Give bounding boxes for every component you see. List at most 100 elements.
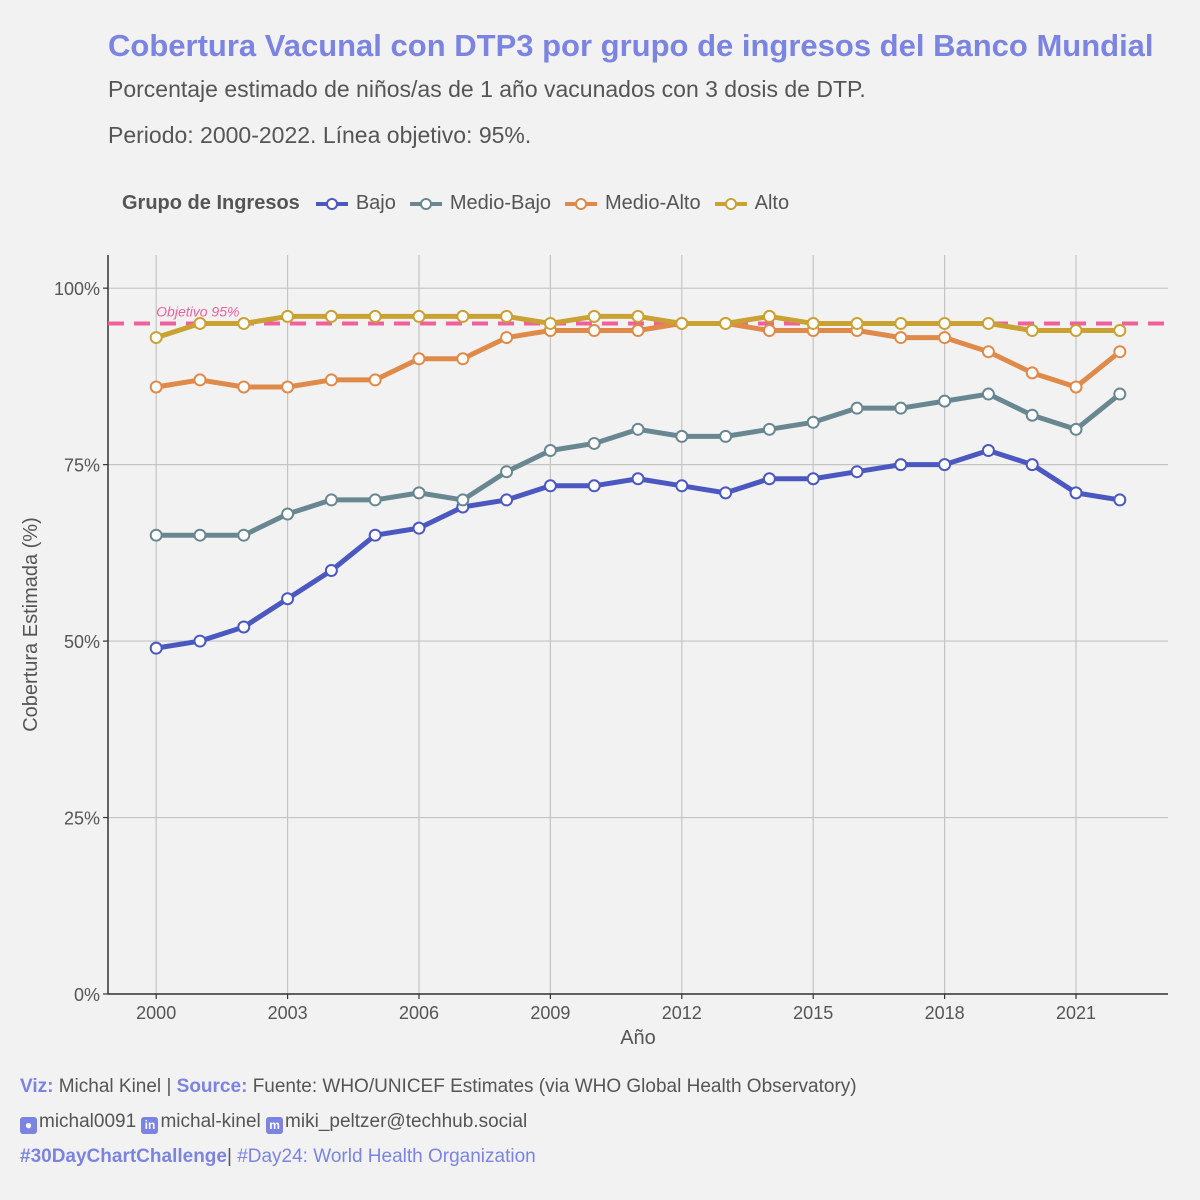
data-point <box>675 429 689 443</box>
legend-item-medio-bajo: Medio-Bajo <box>409 192 552 215</box>
hashtag-challenge[interactable]: #30DayChartChallenge <box>20 1146 227 1167</box>
data-point <box>412 309 426 323</box>
caption-separator: | <box>166 1076 172 1097</box>
y-tick-label: 0% <box>74 985 100 1005</box>
legend-key-medio-alto <box>565 197 598 210</box>
data-point <box>719 429 733 443</box>
source-value: Fuente: WHO/UNICEF Estimates (via WHO Gl… <box>252 1076 857 1097</box>
data-point <box>762 324 776 338</box>
data-point <box>806 316 820 330</box>
data-point <box>324 564 338 578</box>
legend-item-medio-alto: Medio-Alto <box>565 192 701 215</box>
data-point <box>850 401 864 415</box>
x-tick-label: 2009 <box>530 1003 570 1023</box>
data-point <box>149 380 163 394</box>
data-point <box>631 324 645 338</box>
mastodon-handle[interactable]: miki_peltzer@techhub.social <box>285 1111 528 1132</box>
series-group <box>149 309 1127 655</box>
data-point <box>762 472 776 486</box>
data-point <box>719 316 733 330</box>
line-chart: Objetivo 95% 0% 25% 50% 75% 100% 2000 2003 2006… <box>20 255 1168 1049</box>
linkedin-handle[interactable]: michal-kinel <box>160 1111 261 1132</box>
data-point <box>1025 366 1039 380</box>
github-handle[interactable]: michal0091 <box>39 1111 137 1132</box>
x-tick-label: 2000 <box>136 1003 176 1023</box>
data-point <box>938 316 952 330</box>
axis-labels: 0% 25% 50% 75% 100% 2000 2003 2006 2009 2012 2015 2… <box>20 279 1096 1049</box>
data-point <box>543 479 557 493</box>
data-point <box>631 422 645 436</box>
legend: Grupo de Ingresos Bajo Medio-Bajo Medio-… <box>122 192 803 215</box>
axes <box>103 255 1168 999</box>
data-point <box>631 309 645 323</box>
data-point <box>1113 324 1127 338</box>
data-point <box>368 309 382 323</box>
y-axis-title: Cobertura Estimada (%) <box>20 517 42 732</box>
x-axis-title: Año <box>620 1027 656 1049</box>
data-point <box>587 479 601 493</box>
data-point <box>1069 486 1083 500</box>
data-point <box>1069 380 1083 394</box>
data-point <box>500 331 514 345</box>
data-point <box>894 401 908 415</box>
data-point <box>500 309 514 323</box>
caption-separator: | <box>226 1146 232 1167</box>
data-point <box>237 528 251 542</box>
legend-title: Grupo de Ingresos <box>122 192 300 214</box>
github-icon: ● <box>20 1117 37 1134</box>
data-point <box>412 521 426 535</box>
data-point <box>281 309 295 323</box>
target-label: Objetivo 95% <box>156 303 239 319</box>
data-point <box>719 486 733 500</box>
data-point <box>981 387 995 401</box>
y-tick-label: 100% <box>54 279 100 299</box>
data-point <box>631 472 645 486</box>
data-point <box>237 380 251 394</box>
linkedin-icon: in <box>141 1117 159 1134</box>
hashtag-day[interactable]: #Day24: World Health Organization <box>237 1146 536 1167</box>
data-point <box>324 373 338 387</box>
grid <box>108 255 1168 995</box>
data-point <box>806 415 820 429</box>
data-point <box>938 458 952 472</box>
x-tick-label: 2003 <box>268 1003 308 1023</box>
data-point <box>281 592 295 606</box>
data-point <box>193 528 207 542</box>
data-point <box>981 316 995 330</box>
data-point <box>894 316 908 330</box>
data-point <box>587 324 601 338</box>
data-point <box>1113 493 1127 507</box>
caption-social: ● michal0091 in michal-kinel m miki_peltzer… <box>20 1111 527 1134</box>
source-label: Source: <box>176 1076 248 1097</box>
data-point <box>324 309 338 323</box>
data-point <box>368 493 382 507</box>
data-point <box>149 331 163 345</box>
x-tick-label: 2015 <box>793 1003 833 1023</box>
viz-label: Viz: <box>20 1076 54 1097</box>
x-tick-label: 2006 <box>399 1003 439 1023</box>
data-point <box>456 309 470 323</box>
data-point <box>938 394 952 408</box>
data-point <box>675 479 689 493</box>
legend-label: Alto <box>754 192 790 214</box>
legend-label: Medio-Bajo <box>449 192 552 214</box>
data-point <box>368 528 382 542</box>
data-point <box>1069 422 1083 436</box>
legend-label: Medio-Alto <box>605 192 701 214</box>
data-point <box>193 634 207 648</box>
data-point <box>281 380 295 394</box>
data-point <box>193 373 207 387</box>
data-point <box>850 316 864 330</box>
data-point <box>193 316 207 330</box>
data-point <box>938 331 952 345</box>
data-point <box>368 373 382 387</box>
y-tick-label: 25% <box>64 809 100 829</box>
data-point <box>806 472 820 486</box>
data-point <box>149 641 163 655</box>
legend-key-medio-bajo <box>409 197 442 210</box>
data-point <box>894 331 908 345</box>
data-point <box>1113 387 1127 401</box>
legend-key-bajo <box>315 197 348 210</box>
data-point <box>324 493 338 507</box>
x-tick-label: 2018 <box>925 1003 965 1023</box>
